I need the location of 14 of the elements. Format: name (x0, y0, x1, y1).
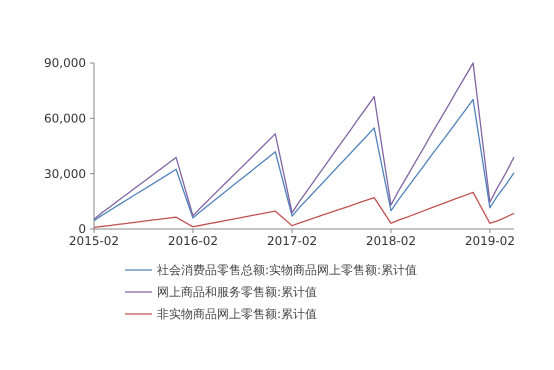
x-tick-label: 2017-02 (267, 234, 318, 248)
legend-label: 社会消费品零售总额:实物商品网上零售额:累计值 (157, 263, 418, 278)
x-tick-label: 2019-02 (464, 234, 515, 248)
line-series (93, 62, 515, 220)
y-tick-label: 60,000 (44, 112, 86, 126)
y-tick-label: 0 (78, 222, 86, 236)
y-tick-label: 90,000 (44, 56, 86, 70)
legend-label: 网上商品和服务零售额:累计值 (157, 285, 318, 300)
x-tick-label: 2018-02 (366, 234, 416, 248)
x-tick-label: 2015-02 (68, 234, 120, 248)
line-series (93, 98, 515, 222)
legend-label: 非实物商品网上零售额:累计值 (157, 307, 318, 322)
x-tick-label: 2016-02 (168, 234, 218, 248)
y-tick-label: 30,000 (44, 166, 86, 181)
